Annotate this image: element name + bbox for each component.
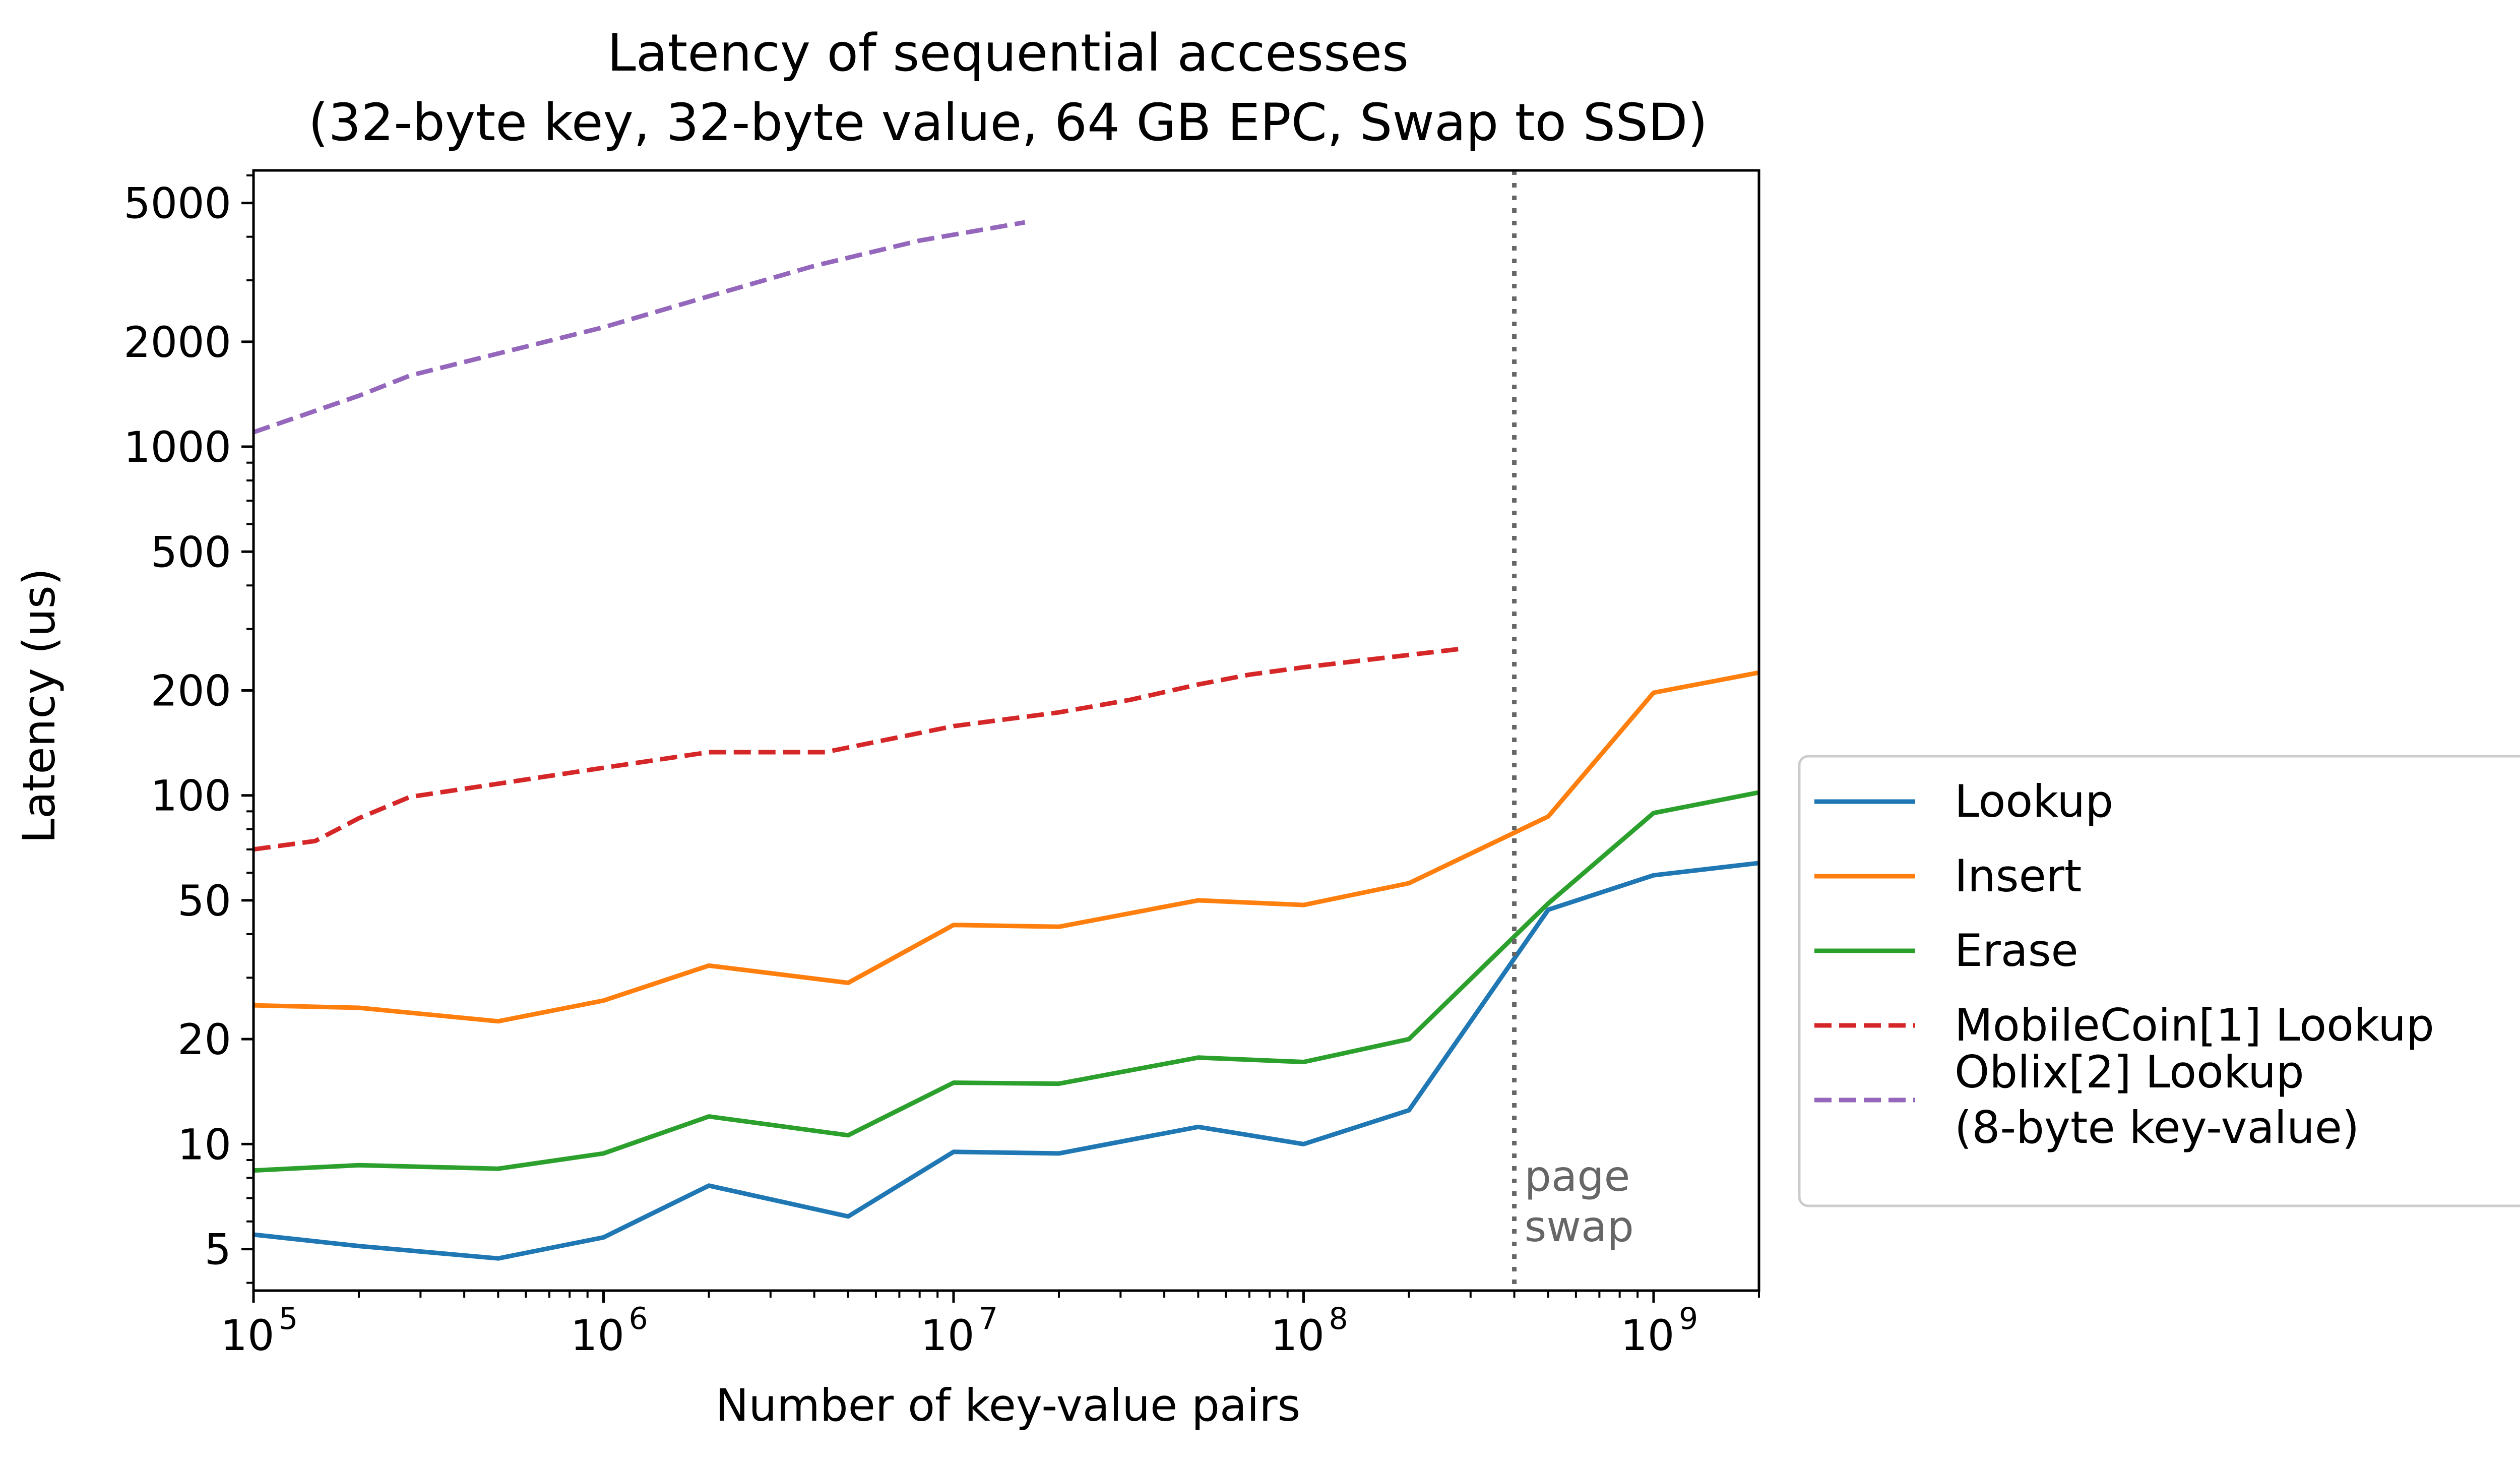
page-swap-label: swap [1525, 1202, 1634, 1251]
x-tick-label: 10 [571, 1311, 624, 1360]
series-line-4 [253, 646, 1461, 852]
y-tick-label: 5 [205, 1225, 231, 1274]
legend-box [1798, 755, 2520, 1207]
x-tick-label: 10 [221, 1311, 275, 1360]
x-tick-label: 10 [1271, 1311, 1325, 1360]
x-tick-label: 10 [921, 1311, 975, 1360]
legend-label-5: (8-byte key-value) [1955, 1102, 2359, 1153]
y-tick-label: 10 [177, 1120, 231, 1169]
y-tick-label: 500 [151, 527, 231, 577]
x-tick-exponent: 7 [979, 1301, 998, 1336]
legend-label-1: Lookup [1955, 775, 2113, 827]
y-tick-label: 1000 [123, 422, 231, 472]
series-line-2 [253, 670, 1759, 1024]
x-tick-exponent: 6 [628, 1301, 648, 1336]
chart-title-line-2: (32-byte key, 32-byte value, 64 GB EPC, … [308, 93, 1708, 153]
series-line-3 [253, 790, 1759, 1173]
page-swap-label: page [1525, 1151, 1630, 1201]
legend-label-3: Erase [1955, 925, 2078, 977]
legend-label-2: Insert [1955, 850, 2082, 902]
x-tick-label: 10 [1620, 1311, 1674, 1360]
y-tick-label: 200 [151, 666, 231, 716]
y-axis-label: Latency (us) [13, 568, 65, 843]
x-tick-exponent: 8 [1329, 1301, 1348, 1336]
x-tick-exponent: 5 [279, 1301, 298, 1336]
legend: Lookup Insert Erase MobileCoin[1] LookupObl… [1798, 755, 2520, 1207]
y-tick-label: 5000 [123, 179, 231, 228]
y-tick-label: 2000 [123, 318, 231, 367]
plot-frame [252, 169, 1760, 1292]
x-axis-label: Number of key-value pairs [716, 1379, 1301, 1431]
series-line-5 [253, 220, 1026, 435]
y-tick-label: 20 [177, 1015, 231, 1064]
y-tick-label: 100 [151, 771, 231, 821]
legend-label-5: Oblix[2] Lookup [1955, 1046, 2304, 1098]
x-tick-exponent: 9 [1679, 1301, 1698, 1336]
y-tick-label: 50 [177, 876, 231, 926]
series-line-1 [253, 861, 1759, 1261]
chart-title-line-1: Latency of sequential accesses [607, 23, 1409, 83]
legend-label-4: MobileCoin[1] Lookup [1955, 999, 2434, 1051]
